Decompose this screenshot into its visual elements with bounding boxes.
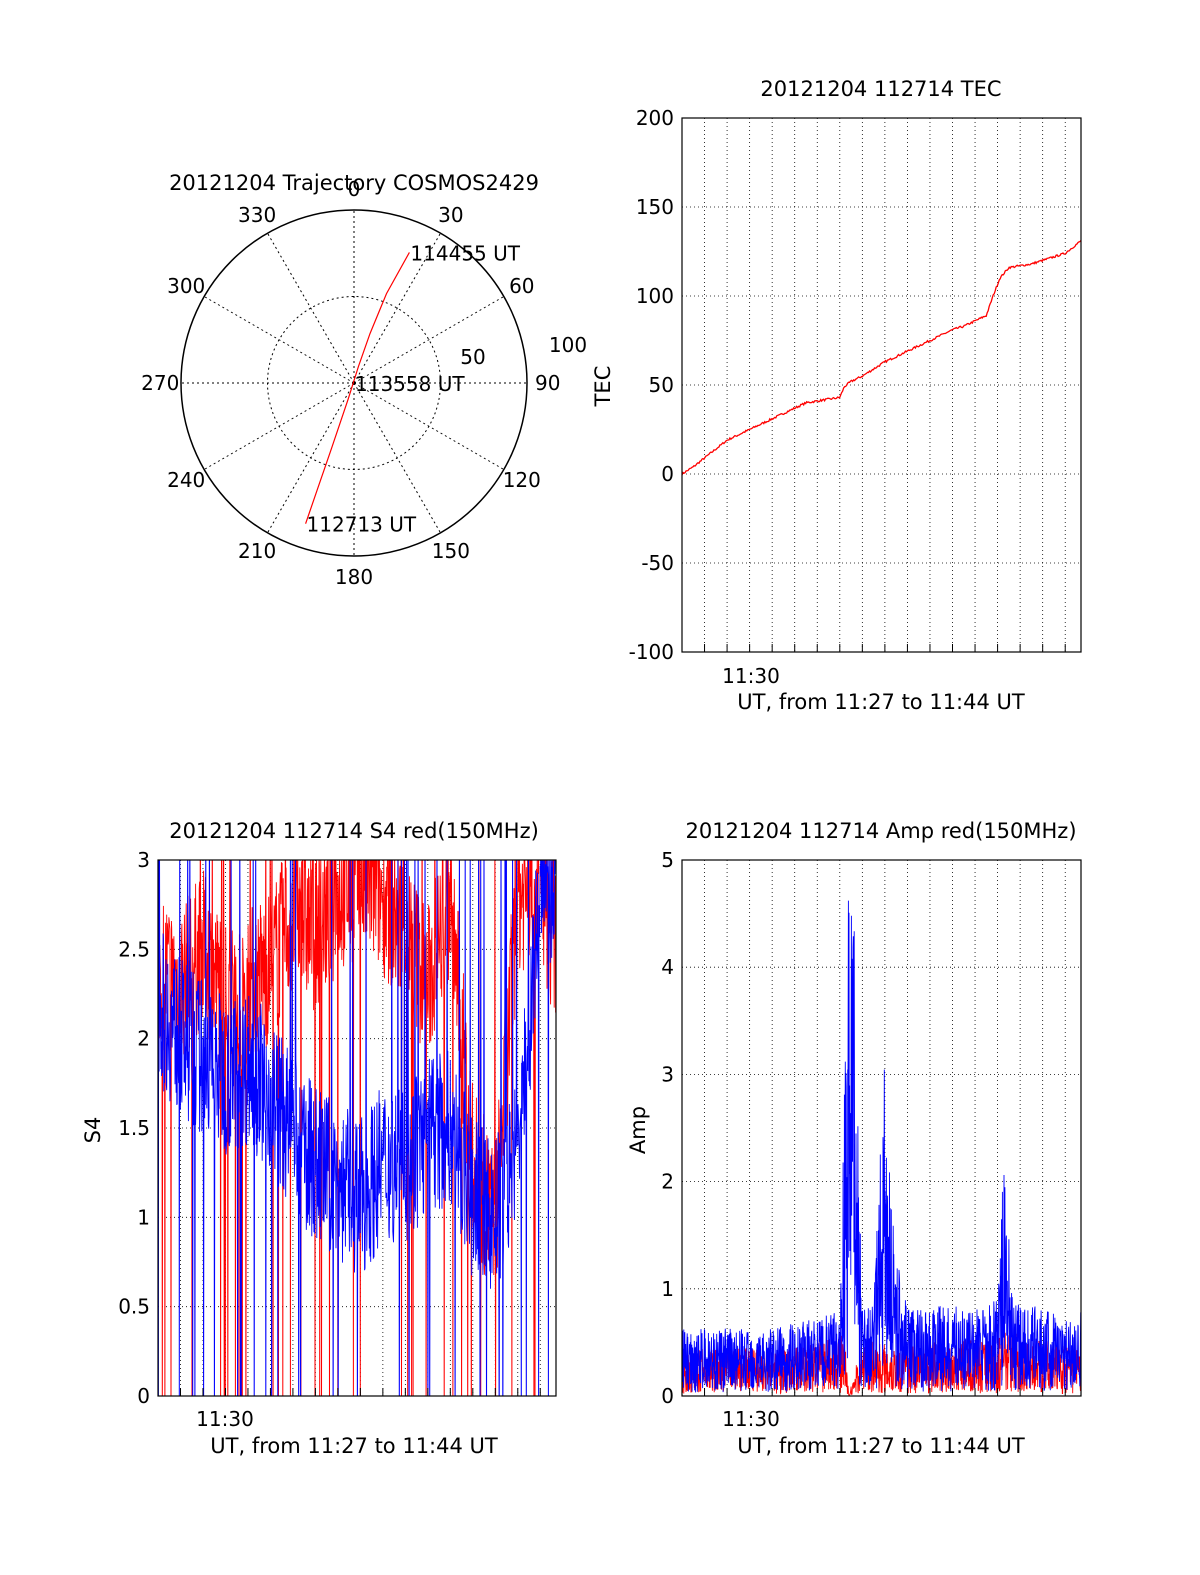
polar-spoke bbox=[353, 232, 441, 384]
s4-ytick-label: 2 bbox=[137, 1027, 150, 1051]
trajectory-time-label: 112713 UT bbox=[307, 513, 417, 537]
polar-radial-label: 100 bbox=[549, 333, 587, 357]
polar-azimuth-label: 180 bbox=[335, 565, 373, 589]
tec-frame bbox=[681, 117, 1082, 653]
trajectory-time-label: 114455 UT bbox=[410, 241, 520, 265]
s4-series-blue bbox=[158, 860, 556, 1396]
polar-spoke bbox=[267, 382, 355, 534]
tec-ytick-label: 0 bbox=[661, 462, 674, 486]
amp-ytick-label: 2 bbox=[661, 1170, 674, 1194]
amp-series-blue bbox=[682, 900, 1081, 1393]
amp-xlabel: UT, from 11:27 to 11:44 UT bbox=[737, 1434, 1025, 1458]
tec-ytick-label: 150 bbox=[636, 195, 674, 219]
polar-azimuth-label: 330 bbox=[238, 203, 276, 227]
s4-frame bbox=[157, 859, 557, 1397]
polar-azimuth-label: 0 bbox=[348, 177, 361, 201]
polar-spoke bbox=[353, 382, 441, 534]
tec-xtick-label: 11:30 bbox=[722, 664, 780, 688]
tec-ytick-label: -50 bbox=[641, 551, 674, 575]
s4-ytick-label: 1.5 bbox=[118, 1116, 150, 1140]
s4-ytick-label: 2.5 bbox=[118, 937, 150, 961]
polar-azimuth-label: 90 bbox=[535, 371, 560, 395]
tec-xlabel: UT, from 11:27 to 11:44 UT bbox=[737, 690, 1025, 714]
trajectory-line bbox=[305, 252, 410, 524]
tec-ytick-label: -100 bbox=[629, 640, 674, 664]
polar-azimuth-label: 30 bbox=[438, 203, 463, 227]
s4-ylabel: S4 bbox=[81, 1117, 105, 1144]
s4-series-red bbox=[158, 860, 556, 1396]
tec-series-red bbox=[682, 239, 1081, 476]
polar-azimuth-label: 300 bbox=[167, 274, 205, 298]
amp-ylabel: Amp bbox=[626, 1106, 650, 1154]
polar-azimuth-label: 150 bbox=[432, 539, 470, 563]
amp-frame bbox=[681, 859, 1082, 1397]
s4-ytick-label: 1 bbox=[137, 1205, 150, 1229]
polar-spoke bbox=[353, 382, 505, 470]
polar-spoke bbox=[267, 232, 355, 384]
amp-title: 20121204 112714 Amp red(150MHz) bbox=[685, 819, 1076, 843]
amp-line-chart: 20121204 112714 Amp red(150MHz) UT, from… bbox=[626, 819, 1082, 1458]
tec-line-chart: 20121204 112714 TEC UT, from 11:27 to 11… bbox=[591, 77, 1082, 714]
tec-ytick-label: 50 bbox=[649, 373, 674, 397]
polar-azimuth-label: 210 bbox=[238, 539, 276, 563]
polar-spoke bbox=[203, 382, 355, 470]
polar-outer-circle bbox=[180, 209, 528, 557]
s4-line-chart: 20121204 112714 S4 red(150MHz) UT, from … bbox=[81, 819, 557, 1458]
amp-ytick-label: 3 bbox=[661, 1062, 674, 1086]
tec-ytick-label: 200 bbox=[636, 106, 674, 130]
polar-spoke bbox=[203, 296, 355, 384]
s4-ytick-label: 3 bbox=[137, 848, 150, 872]
s4-xtick-label: 11:30 bbox=[196, 1407, 254, 1431]
polar-azimuth-label: 60 bbox=[509, 274, 534, 298]
polar-azimuth-label: 120 bbox=[503, 468, 541, 492]
amp-ytick-label: 1 bbox=[661, 1277, 674, 1301]
polar-azimuth-label: 240 bbox=[167, 468, 205, 492]
s4-ytick-label: 0 bbox=[137, 1384, 150, 1408]
tec-title: 20121204 112714 TEC bbox=[760, 77, 1001, 101]
s4-title: 20121204 112714 S4 red(150MHz) bbox=[169, 819, 539, 843]
amp-ytick-label: 0 bbox=[661, 1384, 674, 1408]
amp-ytick-label: 4 bbox=[661, 955, 674, 979]
polar-azimuth-label: 270 bbox=[141, 371, 179, 395]
polar-title: 20121204 Trajectory COSMOS2429 bbox=[169, 171, 539, 195]
polar-radial-label: 50 bbox=[460, 345, 485, 369]
amp-ytick-label: 5 bbox=[661, 848, 674, 872]
s4-ytick-label: 0.5 bbox=[118, 1295, 150, 1319]
amp-xtick-label: 11:30 bbox=[722, 1407, 780, 1431]
polar-spoke bbox=[353, 296, 505, 384]
trajectory-polar-plot: 20121204 Trajectory COSMOS2429 0 30 60 90 12… bbox=[141, 171, 587, 589]
tec-ytick-label: 100 bbox=[636, 284, 674, 308]
s4-xlabel: UT, from 11:27 to 11:44 UT bbox=[210, 1434, 498, 1458]
trajectory-time-label: 113558 UT bbox=[355, 372, 465, 396]
tec-ylabel: TEC bbox=[591, 366, 615, 408]
